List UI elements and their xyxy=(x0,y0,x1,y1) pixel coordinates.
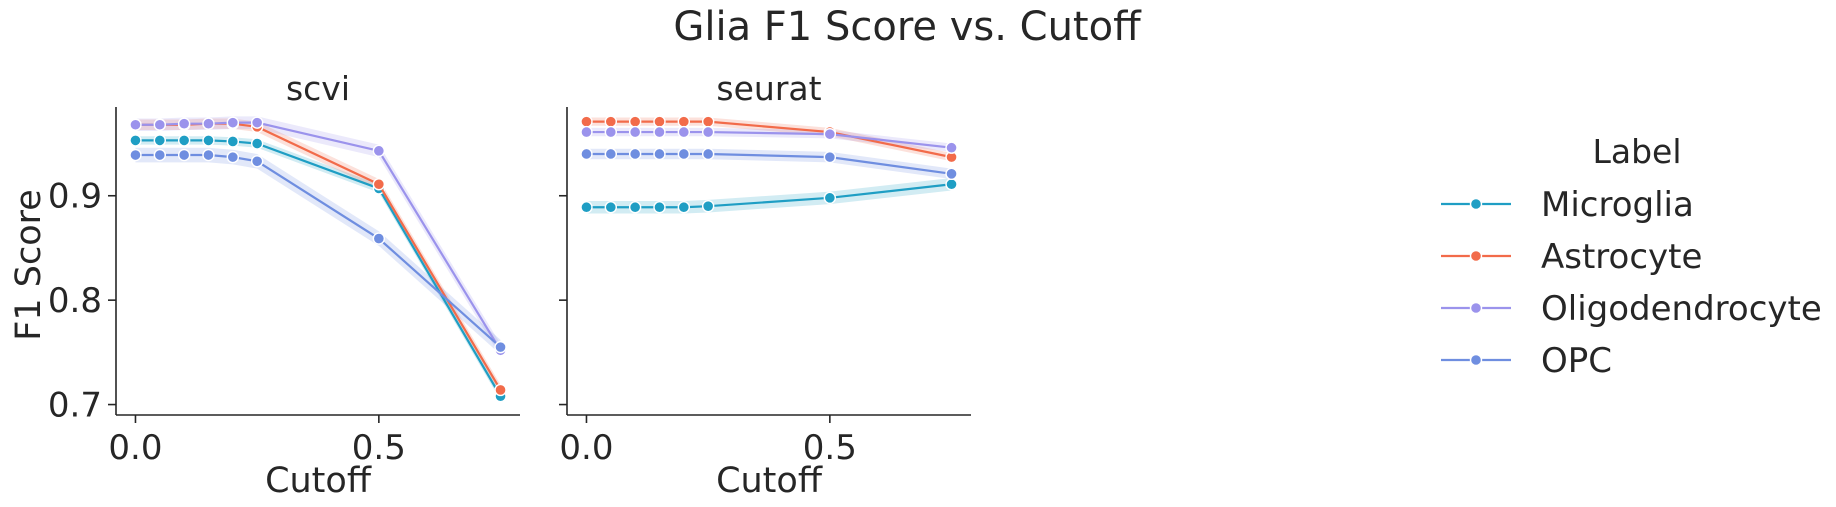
chart-title: Glia F1 Score vs. Cutoff xyxy=(673,4,1142,50)
y-axis-label: F1 Score xyxy=(9,189,49,341)
panel-seurat: seurat Cutoff 0.0 0.5 xyxy=(559,69,971,501)
legend-marker xyxy=(1469,197,1483,211)
panel-scvi: scvi Cutoff 0.7 0.8 0.9 0.0 0.5 xyxy=(48,69,520,501)
x-axis-label: Cutoff xyxy=(265,461,372,501)
data-point xyxy=(372,144,386,158)
data-point xyxy=(202,134,215,147)
y-tick-label: 0.7 xyxy=(48,386,102,426)
data-point xyxy=(153,148,167,162)
data-point xyxy=(226,135,240,148)
data-point xyxy=(701,199,715,213)
data-point xyxy=(129,134,142,147)
data-point xyxy=(604,147,618,161)
data-point xyxy=(628,147,642,161)
x-axis-label: Cutoff xyxy=(716,461,823,501)
series-ci-band xyxy=(135,147,501,355)
data-point xyxy=(129,148,142,162)
panel-title: scvi xyxy=(286,69,350,108)
data-point xyxy=(677,125,691,139)
legend-marker xyxy=(1469,353,1483,367)
data-point xyxy=(701,147,715,161)
data-point xyxy=(604,201,618,214)
legend-label: OPC xyxy=(1541,341,1612,381)
data-point xyxy=(628,201,642,214)
data-point xyxy=(653,201,666,214)
data-point xyxy=(701,125,715,139)
data-point xyxy=(945,178,958,191)
x-tick-label: 0.5 xyxy=(803,428,857,468)
series-line xyxy=(135,139,502,397)
data-point xyxy=(153,134,167,147)
data-point xyxy=(372,178,386,191)
data-point xyxy=(945,167,958,181)
series-ci-band xyxy=(135,116,501,357)
data-point xyxy=(494,340,507,354)
legend-label: Microglia xyxy=(1541,185,1694,225)
series-line xyxy=(135,153,502,348)
data-point xyxy=(677,115,691,128)
data-point xyxy=(580,201,593,214)
data-point xyxy=(677,201,691,214)
data-point xyxy=(177,148,191,162)
y-tick-label: 0.9 xyxy=(48,177,102,217)
legend: Label Microglia Astrocyte Oligodendrocyte O… xyxy=(1441,132,1822,381)
data-point xyxy=(226,116,240,129)
x-tick-label: 0.0 xyxy=(559,428,613,468)
data-point xyxy=(226,150,240,164)
legend-title: Label xyxy=(1592,132,1681,171)
data-point xyxy=(177,117,191,130)
legend-label: Astrocyte xyxy=(1541,237,1702,277)
data-point xyxy=(202,117,215,130)
panel-title: seurat xyxy=(716,69,821,108)
data-point xyxy=(153,118,167,131)
data-point xyxy=(945,141,958,154)
data-point xyxy=(677,147,691,161)
data-point xyxy=(129,118,142,131)
data-point xyxy=(823,150,837,164)
data-point xyxy=(604,125,618,139)
data-point xyxy=(653,115,666,128)
data-point xyxy=(580,147,593,161)
data-point xyxy=(653,147,666,161)
data-point xyxy=(580,115,593,128)
x-tick-label: 0.0 xyxy=(108,428,162,468)
data-point xyxy=(628,115,642,128)
legend-marker xyxy=(1469,249,1483,263)
data-point xyxy=(628,125,642,139)
data-point xyxy=(177,134,191,147)
series-ci-band xyxy=(586,127,952,152)
series-ci-band xyxy=(586,148,952,180)
series-ci-band xyxy=(586,177,952,214)
data-point xyxy=(250,155,264,168)
data-point xyxy=(494,383,507,397)
y-tick-label: 0.8 xyxy=(48,281,102,321)
data-point xyxy=(372,232,386,245)
data-point xyxy=(653,125,666,139)
x-tick-label: 0.5 xyxy=(352,428,406,468)
data-point xyxy=(202,148,215,162)
legend-marker xyxy=(1469,301,1483,315)
legend-label: Oligodendrocyte xyxy=(1541,289,1822,329)
data-point xyxy=(580,125,593,139)
series-ci-band xyxy=(135,136,501,401)
data-point xyxy=(604,115,618,128)
data-point xyxy=(701,115,715,128)
data-point xyxy=(823,191,837,205)
data-point xyxy=(250,116,264,129)
data-point xyxy=(823,127,837,141)
data-point xyxy=(250,137,264,150)
